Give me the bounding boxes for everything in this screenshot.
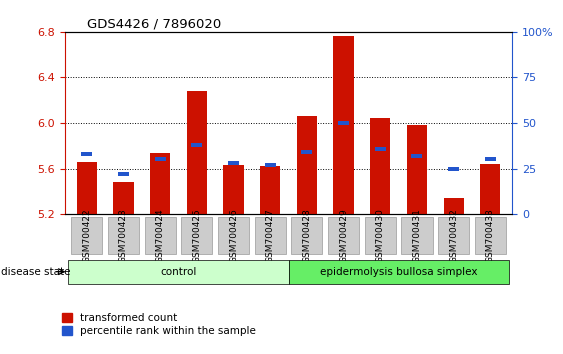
FancyBboxPatch shape	[289, 260, 508, 284]
Bar	[187, 91, 207, 214]
Text: disease state: disease state	[1, 267, 70, 277]
Bar	[407, 125, 427, 214]
Bar	[370, 119, 390, 214]
Bar	[150, 153, 170, 214]
Bar	[485, 158, 496, 161]
Text: GSM700424: GSM700424	[155, 208, 164, 263]
Text: GDS4426 / 7896020: GDS4426 / 7896020	[87, 18, 221, 31]
Bar	[228, 161, 239, 165]
Text: GSM700427: GSM700427	[266, 208, 275, 263]
Bar	[333, 36, 354, 214]
Bar	[191, 143, 202, 147]
Bar	[224, 165, 244, 214]
FancyBboxPatch shape	[69, 260, 289, 284]
Text: GSM700432: GSM700432	[449, 208, 458, 263]
Bar	[448, 167, 459, 171]
Text: GSM700422: GSM700422	[82, 208, 91, 263]
FancyBboxPatch shape	[401, 217, 432, 254]
Bar	[77, 162, 97, 214]
FancyBboxPatch shape	[145, 217, 176, 254]
Bar	[444, 198, 464, 214]
Bar	[81, 152, 92, 156]
Legend: transformed count, percentile rank within the sample: transformed count, percentile rank withi…	[61, 313, 256, 336]
Bar	[297, 116, 317, 214]
FancyBboxPatch shape	[218, 217, 249, 254]
Bar	[338, 121, 349, 125]
FancyBboxPatch shape	[475, 217, 506, 254]
FancyBboxPatch shape	[291, 217, 323, 254]
Bar	[301, 150, 312, 154]
FancyBboxPatch shape	[438, 217, 469, 254]
Text: GSM700425: GSM700425	[193, 208, 202, 263]
FancyBboxPatch shape	[365, 217, 396, 254]
FancyBboxPatch shape	[108, 217, 139, 254]
Text: epidermolysis bullosa simplex: epidermolysis bullosa simplex	[320, 267, 477, 277]
Bar	[113, 182, 133, 214]
Bar	[155, 158, 166, 161]
Bar	[118, 172, 129, 176]
FancyBboxPatch shape	[181, 217, 212, 254]
Text: GSM700428: GSM700428	[302, 208, 311, 263]
Bar	[260, 166, 280, 214]
Text: GSM700423: GSM700423	[119, 208, 128, 263]
Text: GSM700429: GSM700429	[339, 208, 348, 263]
Text: GSM700433: GSM700433	[486, 208, 495, 263]
Bar	[412, 154, 422, 158]
Text: GSM700426: GSM700426	[229, 208, 238, 263]
Text: control: control	[160, 267, 196, 277]
Text: GSM700431: GSM700431	[413, 208, 422, 263]
FancyBboxPatch shape	[328, 217, 359, 254]
Bar	[480, 164, 501, 214]
Bar	[265, 163, 276, 167]
Bar	[375, 147, 386, 150]
Text: GSM700430: GSM700430	[376, 208, 385, 263]
FancyBboxPatch shape	[71, 217, 102, 254]
FancyBboxPatch shape	[254, 217, 286, 254]
